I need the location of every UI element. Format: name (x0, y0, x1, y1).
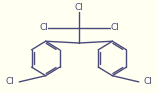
Text: Cl: Cl (144, 77, 152, 86)
Text: Cl: Cl (75, 3, 83, 12)
Text: Cl: Cl (6, 77, 14, 86)
Text: Cl: Cl (110, 23, 119, 32)
Text: Cl: Cl (39, 23, 48, 32)
